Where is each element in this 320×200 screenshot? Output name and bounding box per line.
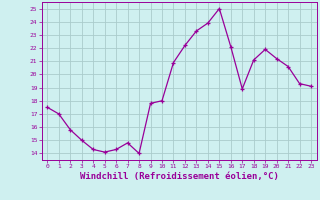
X-axis label: Windchill (Refroidissement éolien,°C): Windchill (Refroidissement éolien,°C): [80, 172, 279, 181]
